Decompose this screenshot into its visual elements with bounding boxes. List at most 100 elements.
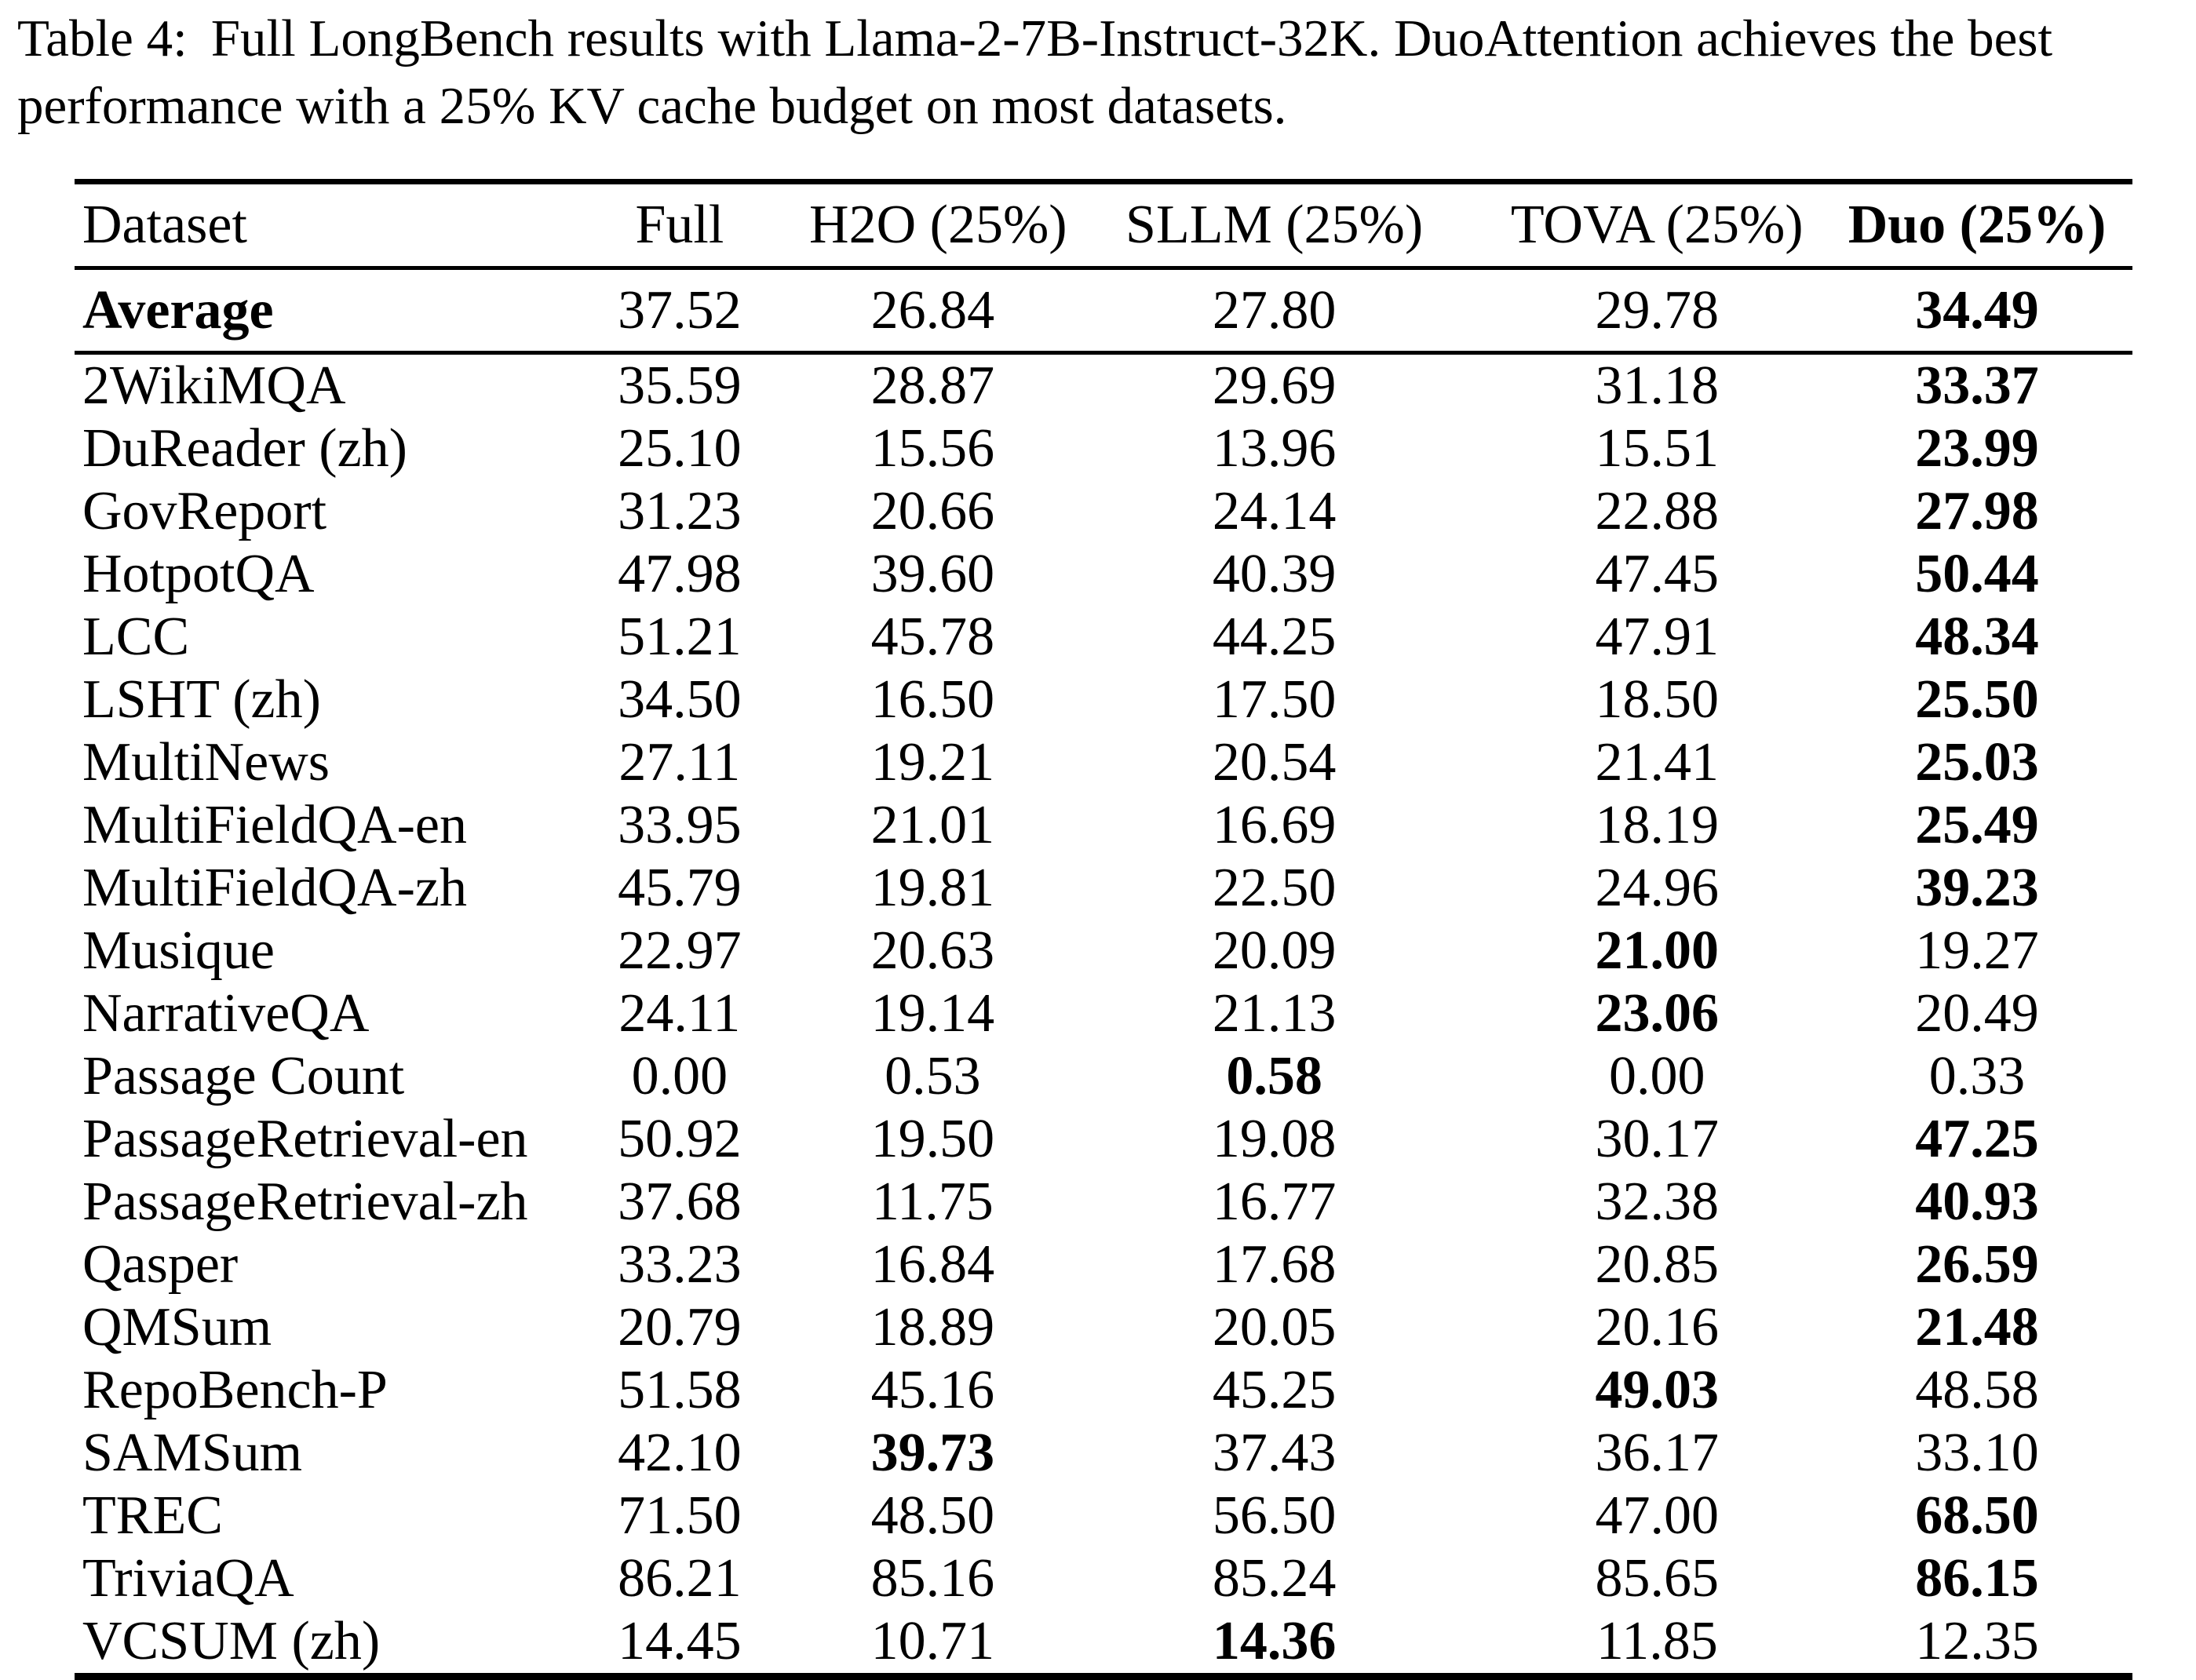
value-cell: 13.96 bbox=[1212, 418, 1337, 479]
value-cell: 33.10 bbox=[1915, 1423, 2039, 1483]
value-cell: 27.11 bbox=[618, 732, 741, 793]
dataset-cell: VCSUM (zh) bbox=[82, 1611, 381, 1671]
value-cell: 21.48 bbox=[1915, 1297, 2039, 1357]
value-cell: 45.25 bbox=[1212, 1360, 1337, 1420]
value-cell: 47.98 bbox=[618, 544, 742, 604]
value-cell: 23.06 bbox=[1595, 983, 1720, 1044]
column-header-duo: Duo (25%) bbox=[1822, 181, 2132, 270]
value-cell: 24.96 bbox=[1595, 858, 1720, 918]
value-cell: 11.75 bbox=[871, 1172, 994, 1232]
value-cell: 25.49 bbox=[1915, 795, 2039, 855]
table-row: 2WikiMQA 35.59 28.87 29.69 31.18 33.37 bbox=[75, 353, 2132, 418]
value-cell: 34.50 bbox=[618, 669, 742, 730]
results-table: Dataset Full H2O (25%) SLLM (25%) TOVA (… bbox=[75, 179, 2132, 1680]
value-cell: 40.93 bbox=[1915, 1172, 2039, 1232]
value-cell: 19.14 bbox=[870, 983, 995, 1044]
value-cell: 20.85 bbox=[1595, 1234, 1720, 1295]
value-cell: 20.63 bbox=[870, 920, 995, 981]
value-cell: 22.88 bbox=[1595, 481, 1720, 541]
table-row: Qasper 33.23 16.84 17.68 20.85 26.59 bbox=[75, 1234, 2132, 1296]
value-cell: 47.25 bbox=[1915, 1109, 2039, 1169]
value-cell: 44.25 bbox=[1212, 607, 1337, 667]
caption-text-line-1: Full LongBench results with Llama-2-7B-I… bbox=[210, 9, 2053, 67]
value-cell: 18.50 bbox=[1595, 669, 1720, 730]
value-cell: 19.21 bbox=[870, 732, 995, 793]
value-cell: 21.00 bbox=[1595, 920, 1720, 981]
value-cell: 47.45 bbox=[1595, 544, 1720, 604]
value-cell: 19.50 bbox=[870, 1109, 995, 1169]
value-cell: 85.24 bbox=[1212, 1548, 1337, 1609]
dataset-cell: MultiFieldQA-zh bbox=[82, 858, 467, 918]
column-header-dataset: Dataset bbox=[75, 181, 550, 270]
dataset-cell: RepoBench-P bbox=[82, 1360, 388, 1420]
value-cell: 39.60 bbox=[870, 544, 995, 604]
dataset-cell: Musique bbox=[82, 920, 275, 981]
dataset-cell: LCC bbox=[82, 607, 190, 667]
value-cell: 45.79 bbox=[618, 858, 742, 918]
value-cell: 27.80 bbox=[1056, 268, 1493, 355]
table-row: NarrativeQA 24.11 19.14 21.13 23.06 20.4… bbox=[75, 982, 2132, 1045]
table-row: MultiFieldQA-en 33.95 21.01 16.69 18.19 … bbox=[75, 794, 2132, 857]
value-cell: 12.35 bbox=[1915, 1611, 2039, 1671]
value-cell: 15.56 bbox=[870, 418, 995, 479]
dataset-cell: Qasper bbox=[82, 1234, 239, 1295]
value-cell: 32.38 bbox=[1595, 1172, 1720, 1232]
value-cell: 16.84 bbox=[870, 1234, 995, 1295]
value-cell: 56.50 bbox=[1212, 1485, 1337, 1546]
table-row: MultiFieldQA-zh 45.79 19.81 22.50 24.96 … bbox=[75, 857, 2132, 920]
value-cell: 0.53 bbox=[885, 1046, 981, 1106]
value-cell: 11.85 bbox=[1596, 1611, 1718, 1671]
table-row: MultiNews 27.11 19.21 20.54 21.41 25.03 bbox=[75, 731, 2132, 794]
value-cell: 39.73 bbox=[870, 1423, 995, 1483]
value-cell: 16.69 bbox=[1212, 795, 1337, 855]
value-cell: 20.09 bbox=[1212, 920, 1337, 981]
value-cell: 34.49 bbox=[1822, 268, 2132, 355]
dataset-cell: MultiFieldQA-en bbox=[82, 795, 467, 855]
column-header-sllm: SLLM (25%) bbox=[1056, 181, 1493, 270]
caption-line-2: performance with a 25% KV cache budget o… bbox=[17, 77, 1287, 135]
value-cell: 29.78 bbox=[1492, 268, 1822, 355]
dataset-cell: QMSum bbox=[82, 1297, 272, 1357]
value-cell: 18.19 bbox=[1595, 795, 1720, 855]
dataset-cell: TriviaQA bbox=[82, 1548, 294, 1609]
value-cell: 29.69 bbox=[1212, 355, 1337, 416]
value-cell: 0.00 bbox=[1609, 1046, 1705, 1106]
dataset-cell: PassageRetrieval-en bbox=[82, 1109, 528, 1169]
average-row: Average 37.52 26.84 27.80 29.78 34.49 bbox=[75, 268, 2132, 355]
table-row: QMSum 20.79 18.89 20.05 20.16 21.48 bbox=[75, 1296, 2132, 1359]
dataset-cell: PassageRetrieval-zh bbox=[82, 1172, 528, 1232]
value-cell: 47.00 bbox=[1595, 1485, 1720, 1546]
caption-line-1: Table 4: Full LongBench results with Llam… bbox=[17, 5, 2193, 72]
dataset-cell: MultiNews bbox=[82, 732, 330, 793]
table-row: RepoBench-P 51.58 45.16 45.25 49.03 48.5… bbox=[75, 1359, 2132, 1422]
value-cell: 31.23 bbox=[618, 481, 742, 541]
value-cell: 86.21 bbox=[618, 1548, 742, 1609]
value-cell: 51.58 bbox=[618, 1360, 742, 1420]
value-cell: 14.45 bbox=[618, 1611, 742, 1671]
value-cell: 48.58 bbox=[1915, 1360, 2039, 1420]
table-row: TriviaQA 86.21 85.16 85.24 85.65 86.15 bbox=[75, 1547, 2132, 1610]
value-cell: 17.50 bbox=[1212, 669, 1337, 730]
value-cell: 37.43 bbox=[1212, 1423, 1337, 1483]
dataset-cell: LSHT (zh) bbox=[82, 669, 321, 730]
table-row: SAMSum 42.10 39.73 37.43 36.17 33.10 bbox=[75, 1422, 2132, 1485]
table-row: LCC 51.21 45.78 44.25 47.91 48.34 bbox=[75, 606, 2132, 669]
value-cell: 85.65 bbox=[1595, 1548, 1720, 1609]
column-header-h2o: H2O (25%) bbox=[809, 181, 1067, 270]
value-cell: 26.84 bbox=[809, 268, 1056, 355]
value-cell: 16.77 bbox=[1212, 1172, 1337, 1232]
value-cell: 17.68 bbox=[1212, 1234, 1337, 1295]
value-cell: 25.03 bbox=[1915, 732, 2039, 793]
table-caption: Table 4: Full LongBench results with Llam… bbox=[17, 5, 2193, 140]
value-cell: 35.59 bbox=[618, 355, 742, 416]
value-cell: 20.79 bbox=[618, 1297, 742, 1357]
dataset-cell: HotpotQA bbox=[82, 544, 315, 604]
value-cell: 40.39 bbox=[1212, 544, 1337, 604]
column-header-tova: TOVA (25%) bbox=[1492, 181, 1822, 270]
value-cell: 16.50 bbox=[870, 669, 995, 730]
value-cell: 23.99 bbox=[1915, 418, 2039, 479]
dataset-cell: NarrativeQA bbox=[82, 983, 370, 1044]
value-cell: 22.97 bbox=[618, 920, 742, 981]
table-row: Musique 22.97 20.63 20.09 21.00 19.27 bbox=[75, 920, 2132, 982]
value-cell: 48.34 bbox=[1915, 607, 2039, 667]
